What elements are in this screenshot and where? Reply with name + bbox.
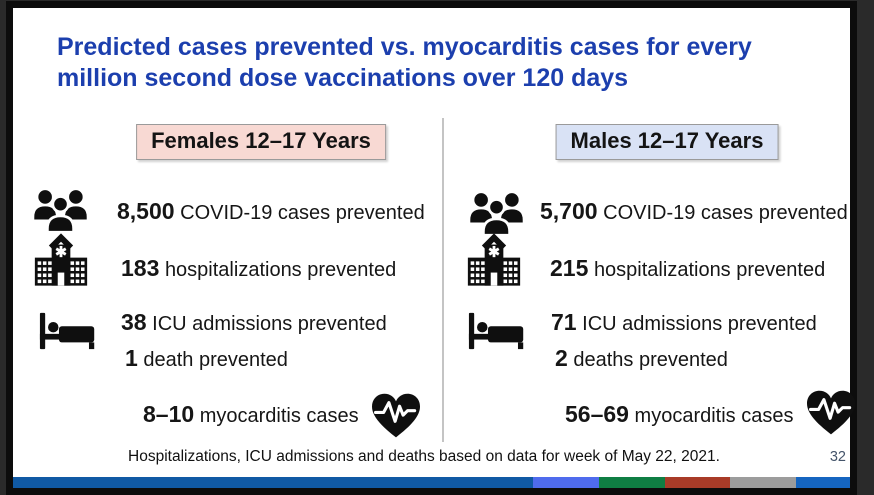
females-icu-stat: 38 ICU admissions prevented — [121, 309, 387, 337]
males-covid-value: 5,700 — [540, 198, 598, 224]
females-myocarditis-label: myocarditis cases — [199, 405, 359, 427]
females-deaths-label: death prevented — [143, 349, 288, 371]
hospital-icon — [33, 233, 89, 286]
males-covid-label: COVID-19 cases prevented — [603, 202, 848, 224]
females-covid-value: 8,500 — [117, 198, 175, 224]
people-group-icon — [32, 187, 89, 234]
males-hospitalizations-stat: 215 hospitalizations prevented — [550, 255, 825, 283]
presentation-slide: Predicted cases prevented vs. myocarditi… — [13, 8, 850, 488]
males-icu-value: 71 — [551, 309, 577, 335]
heart-pulse-icon — [804, 389, 858, 437]
females-hospitalizations-label: hospitalizations prevented — [164, 259, 397, 281]
males-column-header: Males 12–17 Years — [555, 124, 779, 160]
males-deaths-stat: 2 deaths prevented — [555, 345, 728, 373]
males-covid-stat: 5,700 COVID-19 cases prevented — [540, 198, 848, 226]
accent-bar-segment — [599, 477, 665, 488]
patient-bed-icon — [37, 311, 100, 351]
heart-pulse-icon — [369, 392, 423, 440]
males-deaths-value: 2 — [555, 345, 568, 371]
females-myocarditis-stat: 8–10 myocarditis cases — [143, 401, 359, 429]
slide-accent-bar — [13, 477, 850, 488]
patient-bed-icon — [466, 311, 529, 351]
females-myocarditis-value: 8–10 — [143, 401, 195, 427]
females-deaths-stat: 1 death prevented — [125, 345, 288, 373]
accent-bar-segment — [730, 477, 796, 488]
accent-bar-segment — [13, 477, 533, 488]
accent-bar-segment — [796, 477, 850, 488]
slide-title: Predicted cases prevented vs. myocarditi… — [57, 33, 752, 92]
males-myocarditis-label: myocarditis cases — [634, 405, 794, 427]
females-deaths-value: 1 — [125, 345, 138, 371]
footnote: Hospitalizations, ICU admissions and dea… — [128, 448, 720, 465]
females-column-header-label: Females 12–17 Years — [151, 128, 371, 153]
females-covid-stat: 8,500 COVID-19 cases prevented — [117, 198, 425, 226]
females-hospitalizations-value: 183 — [121, 255, 160, 281]
males-icu-label: ICU admissions prevented — [582, 313, 817, 335]
males-myocarditis-stat: 56–69 myocarditis cases — [565, 401, 793, 429]
females-hospitalizations-stat: 183 hospitalizations prevented — [121, 255, 396, 283]
females-covid-label: COVID-19 cases prevented — [180, 202, 425, 224]
males-myocarditis-value: 56–69 — [565, 401, 629, 427]
accent-bar-segment — [533, 477, 599, 488]
females-column-header: Females 12–17 Years — [136, 124, 386, 160]
males-icu-stat: 71 ICU admissions prevented — [551, 309, 817, 337]
accent-bar-segment — [665, 477, 730, 488]
females-icu-value: 38 — [121, 309, 147, 335]
people-group-icon — [468, 190, 525, 237]
males-hospitalizations-value: 215 — [550, 255, 589, 281]
males-column-header-label: Males 12–17 Years — [570, 128, 764, 153]
hospital-icon — [466, 233, 522, 286]
females-icu-label: ICU admissions prevented — [152, 313, 387, 335]
column-divider — [442, 118, 444, 442]
males-deaths-label: deaths prevented — [573, 349, 728, 371]
males-hospitalizations-label: hospitalizations prevented — [593, 259, 826, 281]
page-number: 32 — [829, 449, 846, 465]
